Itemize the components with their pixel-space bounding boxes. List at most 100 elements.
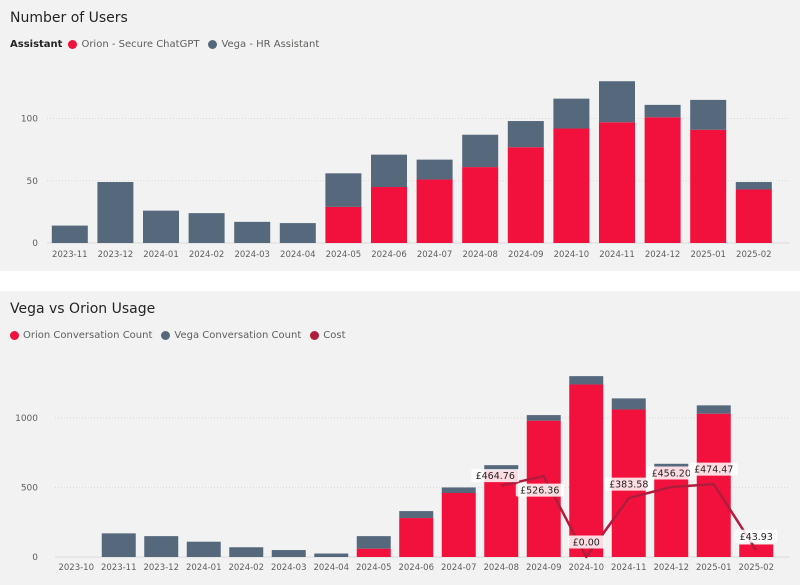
bar-vega xyxy=(507,121,544,148)
legend-label-vega-conversations: Vega Conversation Count xyxy=(174,330,302,341)
bar-orion xyxy=(507,147,544,243)
x-tick-label: 2024-05 xyxy=(326,250,362,260)
bar-orion xyxy=(569,384,604,557)
cost-label-bg xyxy=(689,462,738,476)
x-tick-label: 2024-09 xyxy=(526,563,562,573)
x-tick-label: 2023-10 xyxy=(58,563,94,573)
x-tick-label: 2024-11 xyxy=(599,250,635,260)
cost-label-bg xyxy=(604,477,653,491)
bar-vega xyxy=(234,221,271,243)
x-tick-label: 2024-04 xyxy=(280,250,316,260)
legend-dot-vega-conversations xyxy=(161,331,171,340)
legend-dot-vega xyxy=(208,40,218,49)
bar-vega xyxy=(553,98,590,129)
bar-vega xyxy=(356,536,391,549)
legend-item-cost[interactable]: Cost xyxy=(310,330,346,341)
x-tick-label: 2024-11 xyxy=(611,563,647,573)
legend-item-orion-conversations[interactable]: Orion Conversation Count xyxy=(10,330,152,341)
bar-vega xyxy=(144,536,179,557)
x-tick-label: 2024-08 xyxy=(462,250,498,260)
y-tick-label: 0 xyxy=(32,239,38,249)
cost-data-label: £456.20 xyxy=(652,468,691,479)
cost-data-label: £474.47 xyxy=(694,465,733,476)
bar-vega xyxy=(696,405,731,414)
bar-orion xyxy=(325,206,362,243)
cost-label-bg xyxy=(735,529,778,543)
bar-orion xyxy=(441,493,476,557)
legend-item-vega-conversations[interactable]: Vega Conversation Count xyxy=(161,330,301,341)
bar-orion xyxy=(356,548,391,557)
bar-orion xyxy=(739,544,774,557)
bar-vega xyxy=(654,463,689,467)
x-tick-label: 2025-01 xyxy=(690,250,726,260)
x-tick-label: 2024-07 xyxy=(441,563,477,573)
bar-vega xyxy=(526,415,561,421)
cost-data-label: £43.93 xyxy=(740,532,773,543)
bar-vega xyxy=(143,210,179,243)
x-tick-label: 2024-10 xyxy=(554,250,590,260)
cost-data-label: £464.76 xyxy=(476,471,515,482)
y-tick-label: 100 xyxy=(21,115,38,125)
cost-line xyxy=(500,474,758,559)
bar-vega xyxy=(186,541,221,557)
x-tick-label: 2024-02 xyxy=(228,563,264,573)
cost-label-bg xyxy=(471,469,520,483)
bar-orion xyxy=(371,187,407,243)
bar-vega xyxy=(611,398,646,410)
bar-vega xyxy=(735,182,772,190)
y-tick-label: 500 xyxy=(21,483,38,493)
legend-label-orion-conversations: Orion Conversation Count xyxy=(23,330,153,341)
x-tick-label: 2024-03 xyxy=(271,563,307,573)
x-tick-label: 2024-05 xyxy=(356,563,392,573)
bar-vega xyxy=(644,104,681,118)
bar-orion xyxy=(599,122,635,243)
cost-label-bg xyxy=(515,483,564,497)
legend-item-orion[interactable]: Orion - Secure ChatGPT xyxy=(68,39,199,50)
bar-vega xyxy=(271,550,306,557)
bar-vega xyxy=(599,81,635,123)
bar-orion xyxy=(690,129,727,243)
bar-vega xyxy=(97,182,134,243)
x-tick-label: 2024-06 xyxy=(371,250,407,260)
x-tick-label: 2024-06 xyxy=(398,563,434,573)
users-stacked-bar-chart: 0 50 100 2023-11 2023-12 2024-01 2024-02 2024-0… xyxy=(21,81,790,260)
users-chart-title: Number of Users xyxy=(10,10,128,26)
bar-vega xyxy=(399,511,434,519)
bar-orion xyxy=(654,466,689,557)
x-tick-label: 2024-07 xyxy=(417,250,453,260)
cost-data-label: £383.58 xyxy=(609,480,648,491)
legend-label-vega: Vega - HR Assistant xyxy=(221,39,320,50)
x-tick-label: 2024-12 xyxy=(645,250,681,260)
bar-orion xyxy=(416,179,453,243)
bar-vega xyxy=(279,223,316,243)
usage-chart-panel: Vega vs Orion Usage Orion Conversation C… xyxy=(0,291,800,585)
cost-data-label: £0.00 xyxy=(573,538,600,549)
bar-vega xyxy=(229,547,264,557)
cost-data-label: £526.36 xyxy=(520,486,559,497)
users-chart-panel: Number of Users Assistant Orion - Secure… xyxy=(0,0,800,271)
bar-vega xyxy=(441,487,476,493)
legend-title: Assistant xyxy=(10,39,63,50)
legend-item-vega[interactable]: Vega - HR Assistant xyxy=(208,39,319,50)
bar-vega xyxy=(690,99,727,130)
bar-vega xyxy=(314,553,349,557)
legend-dot-orion xyxy=(68,40,78,49)
x-tick-label: 2023-11 xyxy=(52,250,88,260)
bar-orion xyxy=(462,167,499,243)
users-chart-legend: Assistant Orion - Secure ChatGPT Vega - … xyxy=(10,39,328,50)
cost-label-bg xyxy=(568,535,605,549)
x-tick-label: 2024-02 xyxy=(189,250,225,260)
bar-vega xyxy=(371,154,407,187)
x-tick-label: 2025-02 xyxy=(738,563,774,573)
x-tick-label: 2024-04 xyxy=(313,563,349,573)
bar-orion xyxy=(735,189,772,243)
bar-vega xyxy=(484,465,519,471)
x-tick-label: 2024-10 xyxy=(568,563,604,573)
bar-vega xyxy=(416,159,453,180)
usage-chart-legend: Orion Conversation Count Vega Conversati… xyxy=(10,330,355,341)
x-tick-label: 2024-01 xyxy=(143,250,179,260)
usage-chart-title: Vega vs Orion Usage xyxy=(10,301,156,317)
y-tick-label: 0 xyxy=(32,553,38,563)
bar-vega xyxy=(569,376,604,385)
x-tick-label: 2024-08 xyxy=(483,563,519,573)
